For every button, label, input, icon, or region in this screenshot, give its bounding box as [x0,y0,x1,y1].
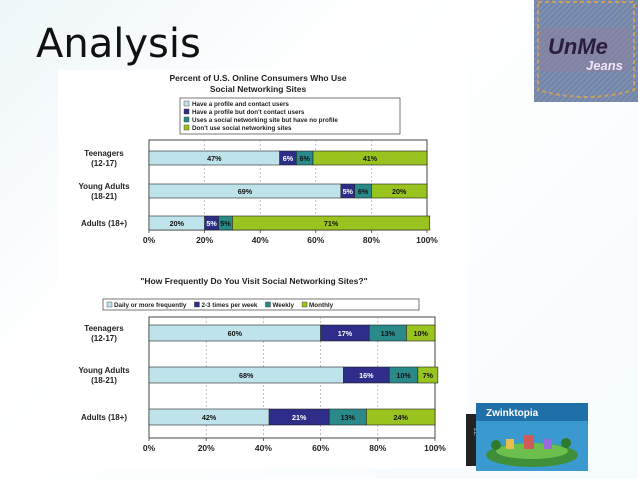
zwinktopia-label: Zwinktopia [486,408,539,419]
c1-tick-label: 60% [307,235,324,245]
c2-tick-label: 80% [369,443,386,453]
c1-bar-label: 20% [392,187,407,196]
c1-legend-label: Don't use social networking sites [192,125,292,132]
c2-legend-swatch [106,301,113,308]
c1-category-label: Teenagers [84,149,124,158]
c1-bar-label: 47% [207,154,222,163]
c1-bar-label: 20% [170,219,185,228]
c1-tick-label: 40% [252,235,269,245]
c2-bar-label: 13% [341,413,356,422]
chart-visit-frequency: "How Frequently Do You Visit Social Netw… [78,276,446,453]
c2-bar-label: 13% [381,329,396,338]
c1-bar-label: 6% [299,154,310,163]
c2-tick-label: 20% [198,443,215,453]
chart-social-usage: Percent of U.S. Online Consumers Who Use… [78,73,438,245]
c2-category-label: (12-17) [91,334,117,343]
c1-bar-label: 69% [238,187,253,196]
c1-bar-label: 5% [206,219,217,228]
c1-legend-box [179,97,401,135]
c2-bar-label: 21% [292,413,307,422]
c1-category-label: (18-21) [91,192,117,201]
c1-legend-label: Have a profile and contact users [192,101,289,108]
c2-title-line: "How Frequently Do You Visit Social Netw… [140,276,367,286]
c1-bar-label: 5% [220,219,231,228]
c1-bar-label: 5% [343,187,354,196]
c1-legend-label: Have a profile but don't contact users [192,109,305,116]
c2-legend-box [102,298,420,311]
c2-bar-label: 60% [228,329,243,338]
c1-legend-swatch [183,124,190,131]
c2-legend-label: Weekly [272,302,294,309]
c2-legend-label: 2-3 times per week [201,302,257,309]
c1-bar [232,215,431,231]
c2-tick-label: 60% [312,443,329,453]
c1-category-label: Young Adults [78,182,130,191]
logo-text-line1: UnMe [548,34,608,59]
c2-tick-label: 40% [255,443,272,453]
c2-legend-swatch [194,301,200,308]
zwinktopia-image: Zwinktopia [476,403,588,471]
c1-tick-label: 100% [416,235,438,245]
c1-bar [312,150,428,166]
c2-bar-label: 68% [239,371,254,380]
logo-text-line2: Jeans [586,58,623,73]
c2-bar-label: 42% [202,413,217,422]
c1-bar-label: 71% [324,219,339,228]
c2-legend: Daily or more frequently 2-3 times per we… [102,298,420,311]
c2-category-label: (18-21) [91,376,117,385]
c1-bar-label: 6% [358,187,369,196]
c1-tick-label: 80% [363,235,380,245]
c2-bar-label: 10% [396,371,411,380]
c1-category-label: (12-17) [91,159,117,168]
c1-tick-label: 20% [196,235,213,245]
unme-jeans-logo: UnMe Jeans [534,0,638,102]
c1-title-line: Social Networking Sites [210,84,307,94]
c2-bar [417,366,439,384]
c1-legend-label: Uses a social networking site but have n… [192,117,338,124]
c1-legend-swatch [183,116,190,123]
c2-tick-label: 100% [424,443,446,453]
c2-tick-label: 0% [143,443,156,453]
c1-bar-label: 41% [363,154,378,163]
c2-category-label: Adults (18+) [81,413,127,422]
c1-legend-swatch [183,108,190,115]
c2-bar-label: 16% [359,371,374,380]
c1-category-label: Adults (18+) [81,219,127,228]
c2-legend-label: Daily or more frequently [114,302,187,309]
c1-legend-swatch [183,100,190,107]
c1-bar [371,183,428,199]
c2-bar-label: 10% [414,329,429,338]
c2-category-label: Teenagers [84,324,124,333]
c1-tick-label: 0% [143,235,156,245]
c2-legend-swatch [301,301,308,308]
c2-bar [366,408,436,426]
c2-bar [406,324,436,342]
figure-panel: Percent of U.S. Online Consumers Who Use… [58,70,468,468]
c2-bar-label: 24% [393,413,408,422]
c2-legend-label: Monthly [309,302,334,309]
c2-bar-label: 7% [423,371,434,380]
c1-title-line: Percent of U.S. Online Consumers Who Use [169,73,346,83]
c2-bar-label: 17% [338,329,353,338]
c1-bar-label: 6% [283,154,294,163]
slide-title: Analysis [36,21,201,67]
c2-category-label: Young Adults [78,366,130,375]
c2-legend-swatch [265,301,271,308]
